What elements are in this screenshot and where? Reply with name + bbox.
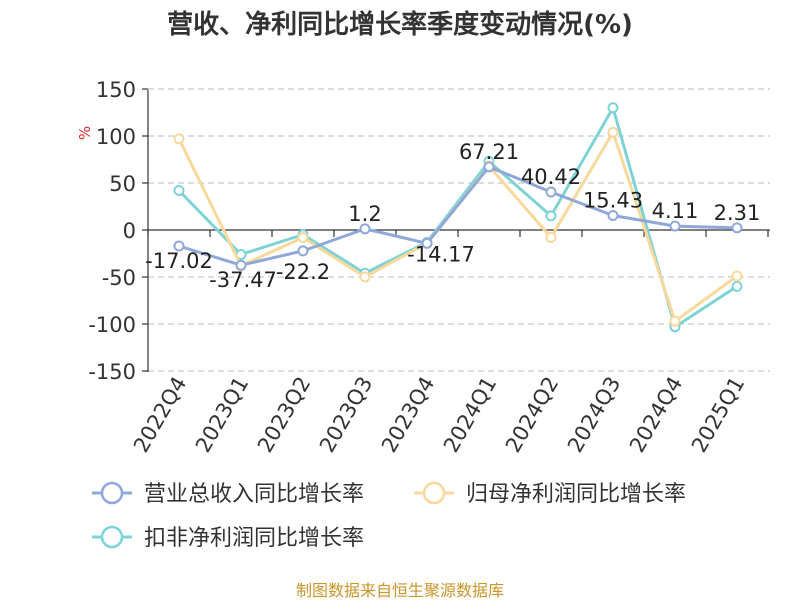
x-tick-label: 2024Q2 — [501, 373, 563, 457]
data-label: -37.47 — [209, 268, 277, 292]
data-label: -14.17 — [407, 242, 475, 266]
legend-label: 扣非净利润同比增长率 — [144, 526, 364, 551]
data-point — [483, 161, 495, 173]
data-point — [297, 232, 309, 244]
x-tick-label: 2023Q2 — [253, 373, 315, 457]
data-point — [173, 185, 185, 197]
data-point — [359, 223, 371, 235]
x-tick-label: 2023Q3 — [315, 373, 377, 457]
y-tick-label: -150 — [88, 360, 136, 384]
data-point — [731, 280, 743, 292]
data-label: 67.21 — [459, 140, 519, 164]
source-note: 制图数据来自恒生聚源数据库 — [296, 581, 504, 600]
legend-label: 归母净利润同比增长率 — [466, 482, 686, 507]
y-tick-label: 0 — [123, 219, 136, 243]
series-line — [177, 106, 738, 329]
data-label: 4.11 — [652, 199, 699, 223]
grid-layer — [148, 88, 770, 372]
data-point — [669, 220, 681, 232]
legend-marker — [100, 481, 124, 505]
x-tick-label: 2024Q4 — [625, 373, 687, 457]
label-layer: -17.02-37.47-22.2 1.2 -14.17 67.2140.4215.4… — [145, 140, 760, 292]
data-point — [173, 133, 185, 145]
y-axis-unit: % — [76, 126, 94, 140]
legend-marker — [100, 525, 124, 549]
data-point — [731, 222, 743, 234]
data-point — [545, 210, 557, 222]
legend-label: 营业总收入同比增长率 — [144, 482, 364, 507]
data-point — [607, 209, 619, 221]
data-point — [607, 102, 619, 114]
data-label: 2.31 — [714, 201, 761, 225]
data-point — [173, 240, 185, 252]
series-layer — [173, 102, 743, 333]
data-point — [669, 315, 681, 327]
x-tick-label: 2023Q1 — [191, 373, 253, 457]
data-point — [235, 259, 247, 271]
data-label: 15.43 — [583, 188, 643, 212]
x-tick-label: 2024Q3 — [563, 373, 625, 457]
data-label: -17.02 — [145, 249, 213, 273]
data-label: 1.2 — [348, 202, 381, 226]
y-tick-label: 50 — [109, 172, 136, 196]
y-tick-label: 150 — [96, 78, 136, 102]
data-point — [297, 245, 309, 257]
chart-title: 营收、净利同比增长率季度变动情况(%) — [167, 9, 633, 40]
data-point — [359, 271, 371, 283]
data-label: 40.42 — [521, 165, 581, 189]
x-tick-label: 2025Q1 — [687, 373, 749, 457]
data-point — [421, 237, 433, 249]
series-line — [178, 165, 738, 267]
data-point — [545, 186, 557, 198]
data-label: -22.2 — [276, 260, 330, 284]
y-tick-label: 100 — [96, 125, 136, 149]
y-tick-label: -100 — [88, 313, 136, 337]
x-tick-label: 2022Q4 — [129, 373, 191, 457]
data-point — [545, 232, 557, 244]
y-tick-label: -50 — [102, 266, 136, 290]
legend-marker — [422, 481, 446, 505]
data-point — [731, 270, 743, 282]
x-tick-label: 2023Q4 — [377, 373, 439, 457]
data-point — [607, 126, 619, 138]
x-tick-label: 2024Q1 — [439, 373, 501, 457]
